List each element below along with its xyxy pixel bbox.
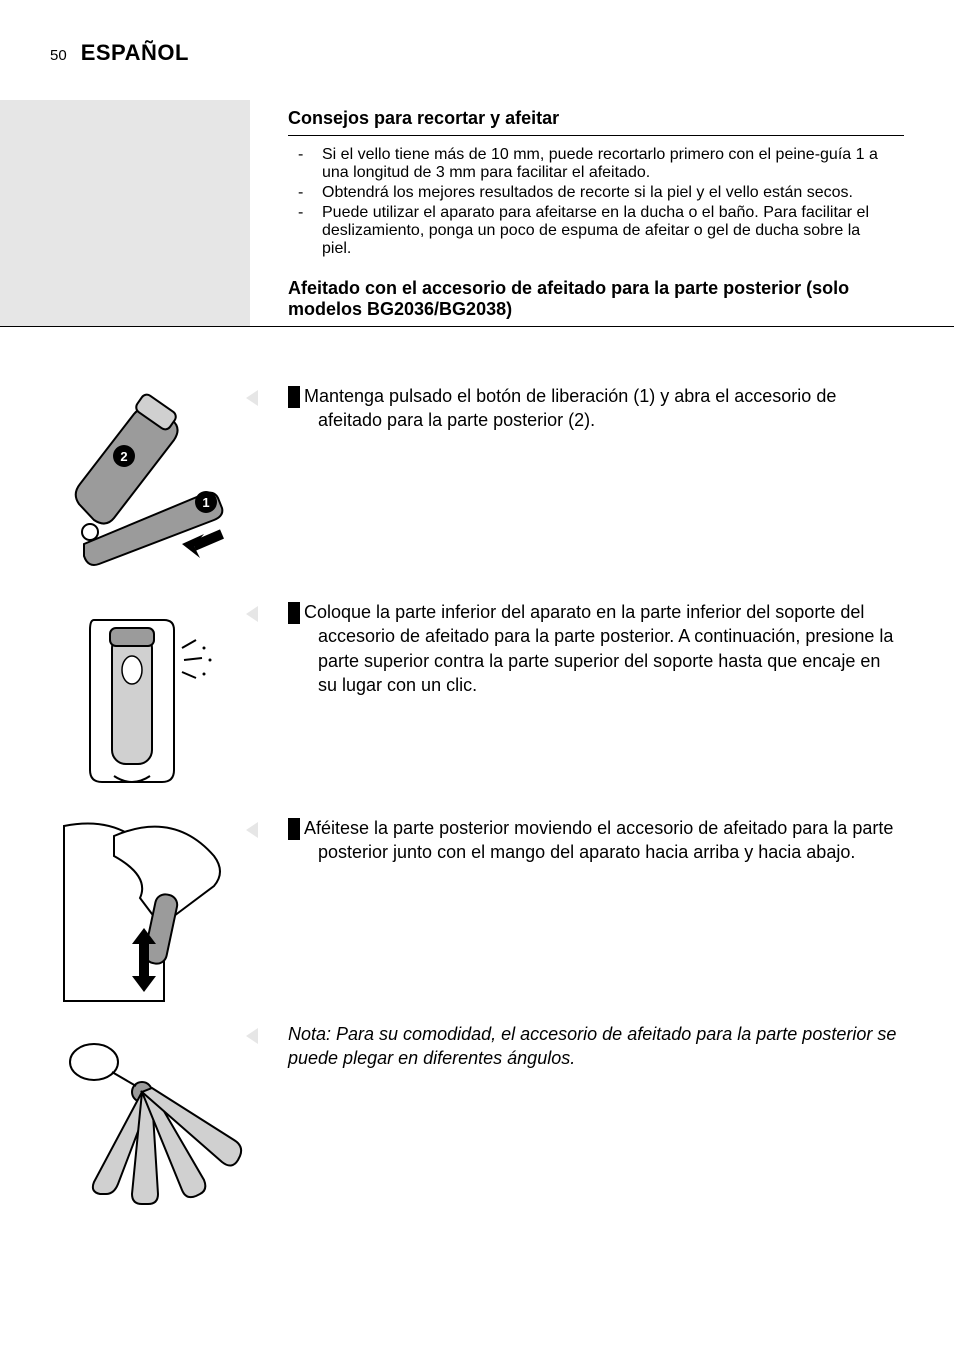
illustration-open-attachment: 2 1 xyxy=(54,384,244,574)
page-header: 50 ESPAÑOL xyxy=(0,0,954,66)
illustration-insert-device xyxy=(54,600,244,790)
illustration-shave-back xyxy=(54,816,244,1006)
step-body: Aféitese la parte posterior moviendo el … xyxy=(304,818,893,862)
back-shave-title: Afeitado con el accesorio de afeitado pa… xyxy=(288,270,904,326)
step-number-badge: 1 xyxy=(288,386,300,408)
step-text: 3Aféitese la parte posterior moviendo el… xyxy=(288,816,904,865)
note-block: Nota: Para su comodidad, el accesorio de… xyxy=(288,1022,904,1071)
tips-list: Si el vello tiene más de 10 mm, puede re… xyxy=(288,136,904,270)
figure-step-1: 2 1 xyxy=(54,384,244,574)
figure-pointer xyxy=(246,606,258,622)
page-number: 50 xyxy=(50,47,67,64)
page-language: ESPAÑOL xyxy=(81,40,189,66)
illustration-fold-angles xyxy=(54,1022,244,1212)
tips-content: Consejos para recortar y afeitar Si el v… xyxy=(288,100,904,326)
figure-note xyxy=(54,1022,244,1212)
figure-pointer xyxy=(246,390,258,406)
svg-text:2: 2 xyxy=(120,449,127,464)
list-item: Obtendrá los mejores resultados de recor… xyxy=(288,184,892,202)
left-gray-column xyxy=(0,100,250,326)
step-number-badge: 3 xyxy=(288,818,300,840)
step-body: Mantenga pulsado el botón de liberación … xyxy=(304,386,836,430)
step-body: Coloque la parte inferior del aparato en… xyxy=(304,602,893,695)
step-1: 1Mantenga pulsado el botón de liberación… xyxy=(288,384,904,433)
figure-step-3 xyxy=(54,816,244,1006)
list-item: Si el vello tiene más de 10 mm, puede re… xyxy=(288,146,892,182)
divider-full xyxy=(0,326,954,327)
step-3: 3Aféitese la parte posterior moviendo el… xyxy=(288,816,904,865)
note-text: Nota: Para su comodidad, el accesorio de… xyxy=(288,1024,896,1068)
figure-pointer xyxy=(246,822,258,838)
step-2: 2Coloque la parte inferior del aparato e… xyxy=(288,600,904,697)
figure-pointer xyxy=(246,1028,258,1044)
figure-step-2 xyxy=(54,600,244,790)
tips-section: Consejos para recortar y afeitar Si el v… xyxy=(0,100,954,326)
tips-title: Consejos para recortar y afeitar xyxy=(288,100,904,135)
list-item: Puede utilizar el aparato para afeitarse… xyxy=(288,204,892,258)
step-text: 2Coloque la parte inferior del aparato e… xyxy=(288,600,904,697)
step-number-badge: 2 xyxy=(288,602,300,624)
svg-text:1: 1 xyxy=(202,495,209,510)
step-text: 1Mantenga pulsado el botón de liberación… xyxy=(288,384,904,433)
